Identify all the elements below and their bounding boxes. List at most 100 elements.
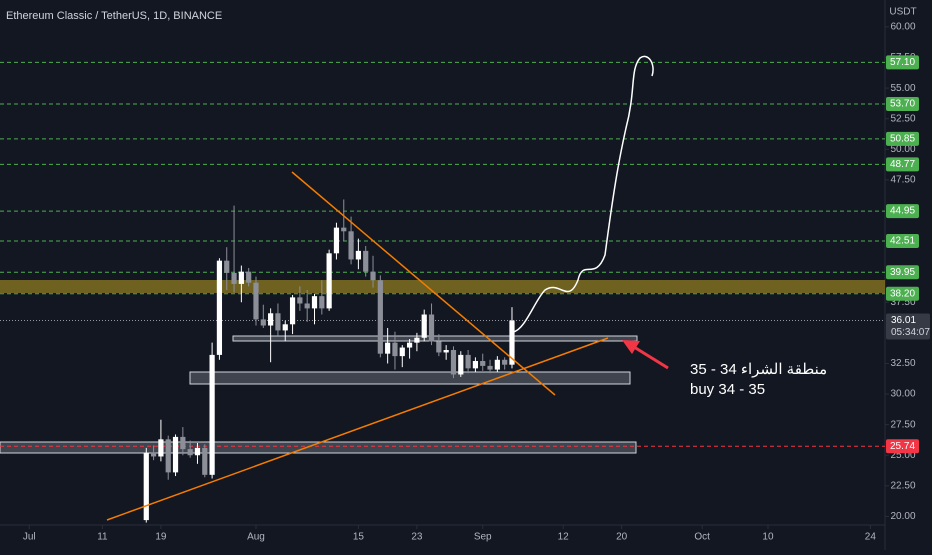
y-tick-label: 30.00 xyxy=(890,389,915,400)
candle-body xyxy=(282,324,288,331)
price-level-tag xyxy=(886,439,919,454)
candle-body xyxy=(363,250,369,272)
price-level-tag xyxy=(886,265,919,280)
y-tick-label: 55.00 xyxy=(890,83,915,94)
price-level-tag xyxy=(886,233,919,248)
candle-body xyxy=(289,297,296,325)
x-tick-label: 23 xyxy=(411,532,423,543)
candle-body xyxy=(494,359,500,370)
candle-body xyxy=(187,449,193,456)
candle-body xyxy=(414,337,420,343)
x-tick-label: Oct xyxy=(694,532,710,543)
candle-body xyxy=(399,347,405,357)
x-tick-label: 12 xyxy=(558,532,570,543)
price-level-label: 42.51 xyxy=(890,236,915,247)
candle-body xyxy=(465,354,471,369)
x-tick-label: 19 xyxy=(155,532,167,543)
x-tick-label: 20 xyxy=(616,532,628,543)
y-tick-label: 25.00 xyxy=(890,450,915,461)
price-level-label: 25.74 xyxy=(890,441,915,452)
x-tick-label: Jul xyxy=(23,532,36,543)
candle-body xyxy=(392,342,398,357)
x-tick-label: 10 xyxy=(762,532,774,543)
chart-title: Ethereum Classic / TetherUS, 1D, BINANCE xyxy=(6,10,222,22)
candle-body xyxy=(253,282,259,320)
arrow-head xyxy=(622,340,640,354)
price-level-label: 39.95 xyxy=(890,267,915,278)
candle-body xyxy=(370,271,376,281)
buy-zone xyxy=(232,335,638,342)
price-level-tag xyxy=(886,157,919,172)
trend-line xyxy=(291,171,556,396)
last-price-label: 36.01 xyxy=(891,315,916,326)
levels xyxy=(0,61,885,447)
trend-line xyxy=(106,337,609,521)
x-tick-label: 11 xyxy=(97,532,108,543)
price-level-tag xyxy=(886,55,919,70)
resistance-zone xyxy=(0,280,885,293)
price-level-tag xyxy=(886,131,919,146)
y-tick-label: 60.00 xyxy=(890,22,915,33)
price-level-tag xyxy=(886,204,919,219)
x-tick-label: 24 xyxy=(865,532,877,543)
candle-body xyxy=(209,354,215,475)
candle-body xyxy=(260,319,266,326)
y-tick-label: 37.50 xyxy=(890,297,915,308)
candle-body xyxy=(502,359,508,365)
price-level-label: 57.10 xyxy=(890,57,915,68)
candle-body xyxy=(421,314,427,338)
y-tick-label: 32.50 xyxy=(890,358,915,369)
y-tick-label: 52.50 xyxy=(890,113,915,124)
candle-body xyxy=(385,342,391,354)
candle-body xyxy=(450,350,457,375)
candle-body xyxy=(194,447,201,456)
price-level-label: 44.95 xyxy=(890,206,915,217)
y-tick-label: 20.00 xyxy=(890,511,915,522)
arrow xyxy=(633,345,669,370)
price-level-label: 48.77 xyxy=(890,159,915,170)
candle-body xyxy=(509,320,515,365)
candle-body xyxy=(297,297,303,304)
candle-body xyxy=(319,296,325,309)
x-tick-label: 15 xyxy=(353,532,365,543)
last-price-tag xyxy=(886,313,930,340)
candle-body xyxy=(436,341,442,353)
price-level-label: 53.70 xyxy=(890,99,915,110)
y-axis-label: USDT xyxy=(889,7,916,18)
candles xyxy=(143,199,515,523)
candle-body xyxy=(165,439,171,473)
candle-body xyxy=(216,260,223,355)
candle-body xyxy=(275,313,281,331)
axis: 20.00 22.50 25.00 27.50 30.00 32.50 37.50 47.50… xyxy=(23,22,931,543)
y-tick-label: 50.00 xyxy=(890,144,915,155)
annotation: buy 34 - 35 xyxy=(690,381,765,398)
projection-path xyxy=(512,55,654,333)
candle-body xyxy=(158,439,164,457)
candle-body xyxy=(355,250,361,260)
candle-body xyxy=(443,350,449,353)
support-zone xyxy=(0,441,637,454)
x-tick-label: Aug xyxy=(247,532,265,543)
candle-body xyxy=(224,260,230,273)
y-tick-label: 47.50 xyxy=(890,175,915,186)
candle-body xyxy=(406,342,413,348)
candle-body xyxy=(377,280,383,354)
candle-body xyxy=(304,303,310,309)
candle-body xyxy=(326,253,332,309)
candle-body xyxy=(472,361,479,369)
candle-body xyxy=(231,272,237,284)
y-tick-label: 22.50 xyxy=(890,480,915,491)
price-level-tag xyxy=(886,286,919,301)
annotation: منطقة الشراء 34 - 35 xyxy=(690,361,827,378)
price-level-tag xyxy=(886,97,919,112)
candle-body xyxy=(143,452,149,521)
candle-body xyxy=(480,361,486,366)
candle-body xyxy=(150,452,157,457)
candle-body xyxy=(202,447,208,475)
y-tick-label: 27.50 xyxy=(890,419,915,430)
x-tick-label: Sep xyxy=(474,532,492,543)
candle-body xyxy=(180,436,186,450)
candle-body xyxy=(428,314,435,342)
candle-body xyxy=(268,313,274,326)
